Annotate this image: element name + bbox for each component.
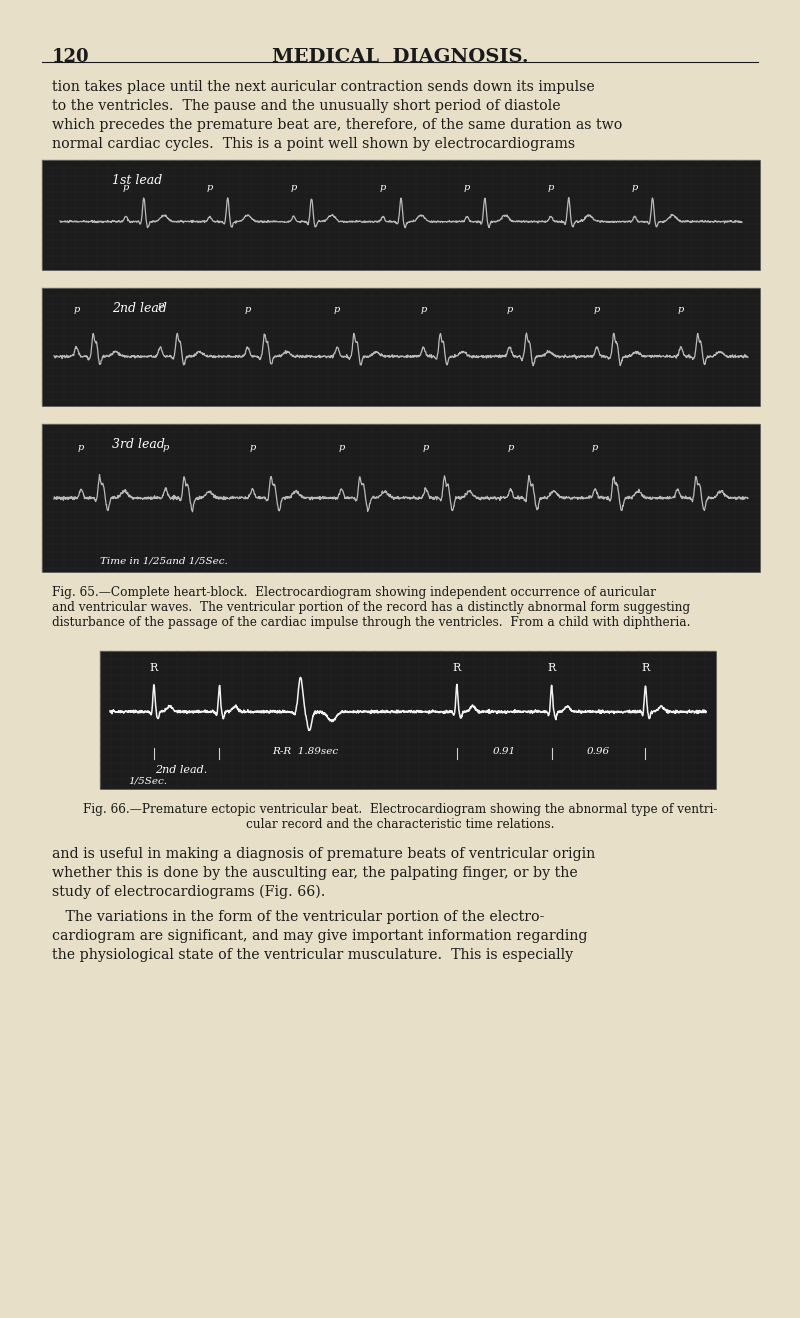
Bar xyxy=(42,159,760,270)
Text: whether this is done by the ausculting ear, the palpating finger, or by the: whether this is done by the ausculting e… xyxy=(52,866,578,880)
Text: R: R xyxy=(642,663,650,673)
Text: R: R xyxy=(453,663,461,673)
Bar xyxy=(42,289,760,406)
Text: R: R xyxy=(547,663,556,673)
Text: p: p xyxy=(464,183,470,192)
Text: p: p xyxy=(290,183,297,192)
Text: p: p xyxy=(420,304,426,314)
Text: p: p xyxy=(158,301,163,310)
Text: disturbance of the passage of the cardiac impulse through the ventricles.  From : disturbance of the passage of the cardia… xyxy=(52,616,690,629)
Text: 1st lead: 1st lead xyxy=(112,174,162,187)
Bar xyxy=(42,424,760,572)
Text: MEDICAL  DIAGNOSIS.: MEDICAL DIAGNOSIS. xyxy=(272,47,528,66)
Text: p: p xyxy=(250,443,255,452)
Text: p: p xyxy=(380,183,386,192)
Text: tion takes place until the next auricular contraction sends down its impulse: tion takes place until the next auricula… xyxy=(52,80,594,94)
Text: p: p xyxy=(506,304,513,314)
Text: p: p xyxy=(206,183,213,192)
Text: Fig. 66.—Premature ectopic ventricular beat.  Electrocardiogram showing the abno: Fig. 66.—Premature ectopic ventricular b… xyxy=(83,803,717,816)
Text: Fig. 65.—Complete heart-block.  Electrocardiogram showing independent occurrence: Fig. 65.—Complete heart-block. Electroca… xyxy=(52,587,656,598)
Text: p: p xyxy=(678,304,684,314)
Text: p: p xyxy=(423,443,429,452)
Text: and ventricular waves.  The ventricular portion of the record has a distinctly a: and ventricular waves. The ventricular p… xyxy=(52,601,690,614)
Text: R-R  1.89sec: R-R 1.89sec xyxy=(272,747,338,757)
Text: Time in 1/25and 1/5Sec.: Time in 1/25and 1/5Sec. xyxy=(100,558,228,565)
Text: 3rd lead: 3rd lead xyxy=(112,438,165,451)
Text: 0.96: 0.96 xyxy=(587,747,610,757)
Text: 2nd lead.: 2nd lead. xyxy=(155,764,207,775)
Text: the physiological state of the ventricular musculature.  This is especially: the physiological state of the ventricul… xyxy=(52,948,573,962)
Text: p: p xyxy=(592,443,598,452)
Text: 120: 120 xyxy=(52,47,90,66)
Text: p: p xyxy=(123,183,129,192)
Text: p: p xyxy=(594,304,600,314)
Text: p: p xyxy=(548,183,554,192)
Bar xyxy=(100,651,716,789)
Text: normal cardiac cycles.  This is a point well shown by electrocardiograms: normal cardiac cycles. This is a point w… xyxy=(52,137,575,152)
Text: p: p xyxy=(162,443,169,452)
Text: cardiogram are significant, and may give important information regarding: cardiogram are significant, and may give… xyxy=(52,929,587,942)
Text: study of electrocardiograms (Fig. 66).: study of electrocardiograms (Fig. 66). xyxy=(52,884,326,899)
Text: p: p xyxy=(334,304,340,314)
Text: R: R xyxy=(150,663,158,673)
Text: p: p xyxy=(507,443,514,452)
Text: p: p xyxy=(245,304,250,314)
Text: and is useful in making a diagnosis of premature beats of ventricular origin: and is useful in making a diagnosis of p… xyxy=(52,847,595,861)
Text: p: p xyxy=(78,443,84,452)
Text: p: p xyxy=(631,183,638,192)
Text: 0.91: 0.91 xyxy=(493,747,516,757)
Text: 2nd lead: 2nd lead xyxy=(112,302,167,315)
Text: to the ventricles.  The pause and the unusually short period of diastole: to the ventricles. The pause and the unu… xyxy=(52,99,561,113)
Text: The variations in the form of the ventricular portion of the electro-: The variations in the form of the ventri… xyxy=(52,909,544,924)
Text: cular record and the characteristic time relations.: cular record and the characteristic time… xyxy=(246,818,554,832)
Text: which precedes the premature beat are, therefore, of the same duration as two: which precedes the premature beat are, t… xyxy=(52,119,622,132)
Text: p: p xyxy=(74,304,79,314)
Text: 1/5Sec.: 1/5Sec. xyxy=(128,778,167,786)
Text: p: p xyxy=(338,443,345,452)
